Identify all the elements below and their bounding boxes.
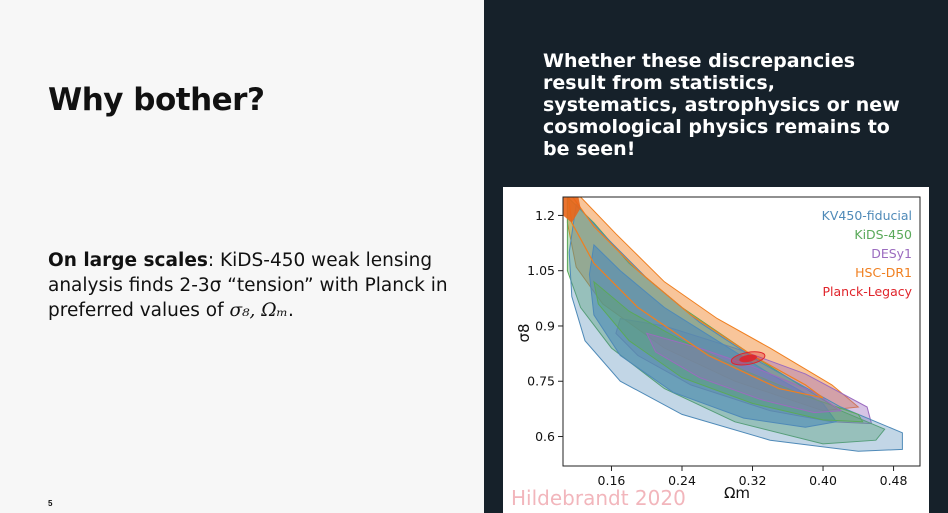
contour-chart: 0.16 0.24 0.32 0.40 0.48 0.6 0.75 0.9 1.05 1.2 KV… xyxy=(511,196,921,510)
body-text: : KiDS-450 weak lensing analysis finds 2… xyxy=(48,250,448,321)
x-axis-label: Ωm xyxy=(724,484,750,502)
slide-title: Why bother? xyxy=(48,82,265,118)
contour-hsc-dr1-tip xyxy=(563,197,581,223)
x-tick-label: 0.16 xyxy=(598,473,626,488)
contour-kv450-fiducial-inner xyxy=(588,243,838,428)
y-tick-label: 0.75 xyxy=(527,374,555,389)
legend-item: KV450-fiducial xyxy=(822,208,912,223)
y-axis-label: σ8 xyxy=(515,323,533,342)
page-number: 5 xyxy=(48,499,53,508)
legend-item: Planck-Legacy xyxy=(822,284,912,299)
x-tick-label: 0.24 xyxy=(668,473,696,488)
plot-frame xyxy=(562,196,921,467)
body-end: . xyxy=(287,300,294,321)
body-math: σ₈, Ωₘ xyxy=(229,300,288,321)
left-panel: Why bother? On large scales: KiDS-450 we… xyxy=(48,82,448,508)
x-tick-label: 0.40 xyxy=(809,473,837,488)
legend-item: HSC-DR1 xyxy=(855,265,912,280)
contour-desy1-inner xyxy=(645,332,843,414)
slide-body: On large scales: KiDS-450 weak lensing a… xyxy=(48,248,448,323)
contour-hsc-dr1-inner xyxy=(567,197,824,399)
legend-item: DESy1 xyxy=(871,246,912,261)
watermark: Hildebrandt 2020 xyxy=(511,486,686,510)
y-tick-label: 1.05 xyxy=(527,263,555,278)
y-tick-label: 1.2 xyxy=(535,208,555,223)
y-tick-label: 0.9 xyxy=(535,318,555,333)
contour-figure: 0.16 0.24 0.32 0.40 0.48 0.6 0.75 0.9 1.05 1.2 KV… xyxy=(503,187,929,513)
x-tick-label: 0.48 xyxy=(880,473,908,488)
contour-planck-legacy-inner xyxy=(739,354,757,363)
y-tick-label: 0.6 xyxy=(535,429,555,444)
right-statement: Whether these discrepancies result from … xyxy=(543,50,900,160)
x-tick-label: 0.32 xyxy=(739,473,767,488)
body-bold: On large scales xyxy=(48,250,208,271)
legend-item: KiDS-450 xyxy=(854,227,912,242)
